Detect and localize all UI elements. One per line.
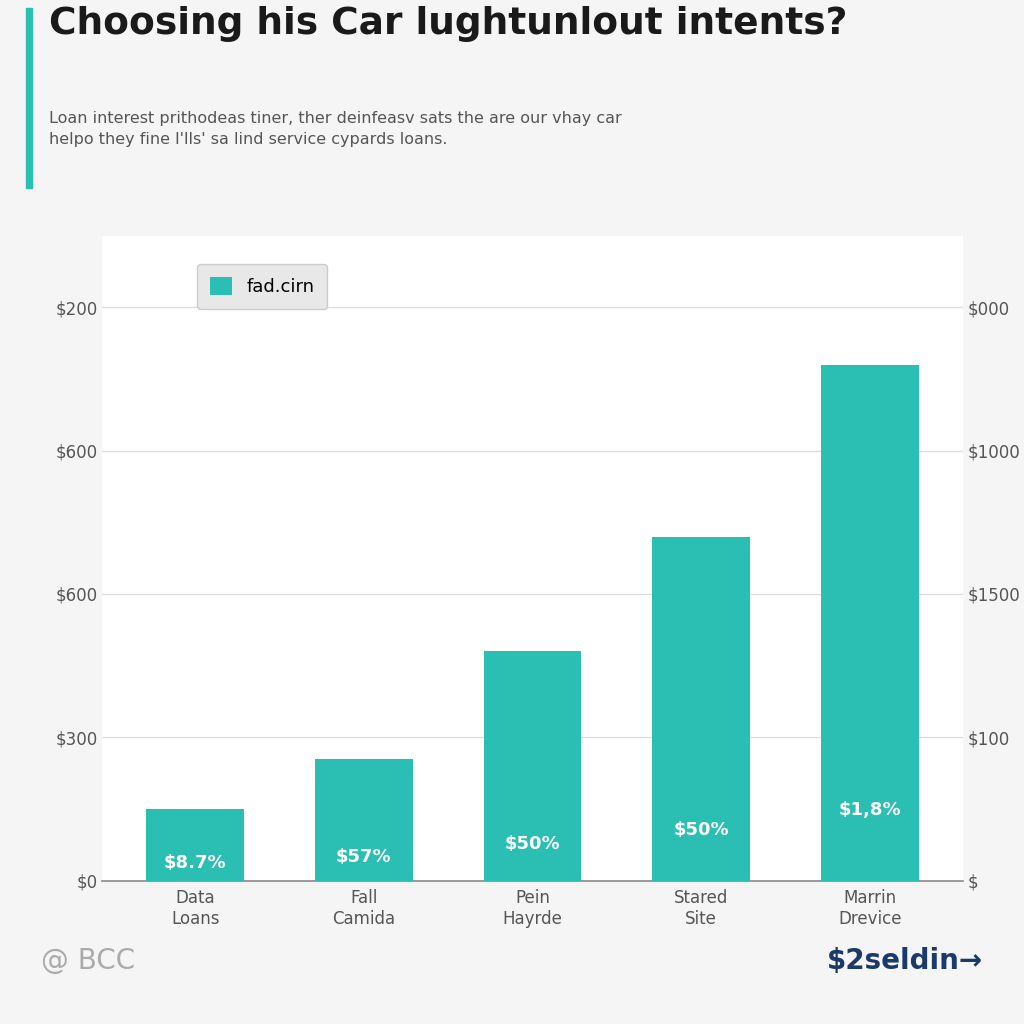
- Text: $8.7%: $8.7%: [164, 854, 226, 872]
- Text: $50%: $50%: [505, 836, 560, 853]
- Text: Choosing his Car lughtunlout intents?: Choosing his Car lughtunlout intents?: [49, 6, 848, 42]
- Bar: [26, 8, 32, 188]
- Text: $57%: $57%: [336, 848, 391, 866]
- Legend: fad.cirn: fad.cirn: [198, 264, 327, 308]
- Text: $1,8%: $1,8%: [839, 801, 901, 819]
- Text: @ BCC: @ BCC: [41, 947, 135, 975]
- Bar: [483, 651, 582, 881]
- Bar: [315, 759, 413, 881]
- Text: Loan interest prithodeas tiner, ther deinfeasv sats the are our vhay car
helpo t: Loan interest prithodeas tiner, ther dei…: [49, 111, 622, 146]
- Text: $50%: $50%: [674, 821, 729, 840]
- Bar: [652, 537, 750, 881]
- Text: $2seldin→: $2seldin→: [827, 947, 983, 975]
- Bar: [821, 365, 919, 881]
- Bar: [146, 809, 244, 881]
